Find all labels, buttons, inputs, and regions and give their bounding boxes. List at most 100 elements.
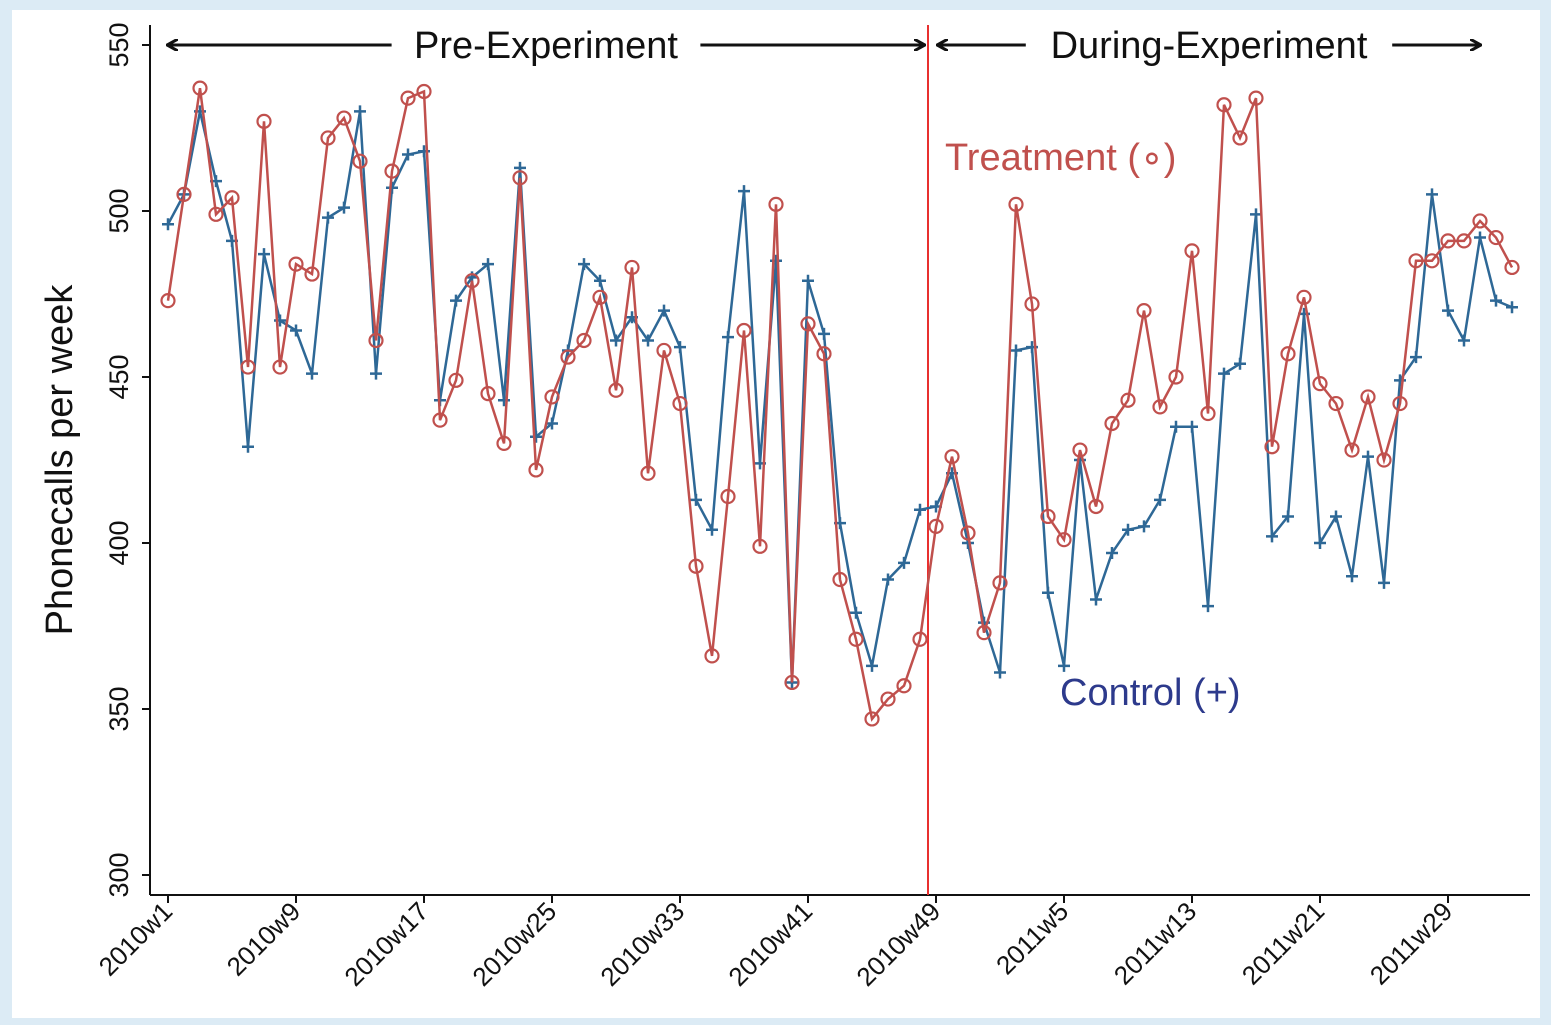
marker <box>1456 233 1472 249</box>
marker <box>944 449 960 465</box>
y-tick-label: 500 <box>104 188 134 233</box>
marker <box>176 186 192 202</box>
marker <box>336 110 352 126</box>
marker <box>672 395 688 412</box>
marker <box>1410 351 1422 364</box>
marker <box>850 606 862 619</box>
marker <box>642 334 654 347</box>
marker <box>1250 208 1262 221</box>
marker <box>208 206 224 222</box>
marker <box>768 196 784 212</box>
marker <box>1328 395 1344 412</box>
marker <box>818 327 830 340</box>
marker <box>1186 420 1198 433</box>
marker <box>1024 296 1040 312</box>
marker <box>402 148 414 161</box>
marker <box>640 465 656 481</box>
marker <box>738 185 750 198</box>
marker <box>1042 586 1054 599</box>
marker <box>306 367 318 380</box>
marker <box>1458 334 1470 347</box>
marker <box>448 372 464 388</box>
marker <box>976 625 992 641</box>
marker <box>960 525 976 541</box>
marker <box>1330 510 1342 523</box>
marker <box>368 332 384 349</box>
marker <box>370 367 382 380</box>
marker <box>1376 452 1392 468</box>
marker <box>1088 498 1104 515</box>
marker <box>304 266 320 282</box>
marker <box>992 575 1008 591</box>
marker <box>1248 90 1264 106</box>
marker <box>736 322 752 339</box>
marker <box>994 666 1006 679</box>
marker <box>1472 213 1488 229</box>
marker <box>338 201 350 214</box>
marker <box>512 170 528 186</box>
marker <box>752 538 768 554</box>
marker <box>720 488 736 505</box>
marker <box>1266 530 1278 543</box>
marker <box>1264 439 1280 455</box>
marker <box>242 440 254 453</box>
phase-label: During-Experiment <box>1051 25 1368 67</box>
marker <box>528 462 544 478</box>
marker <box>1072 442 1088 458</box>
marker <box>1488 229 1504 246</box>
marker <box>848 631 864 647</box>
y-tick-label: 350 <box>104 686 134 731</box>
y-tick-label: 450 <box>104 354 134 399</box>
marker <box>1170 420 1182 433</box>
y-tick-label: 300 <box>104 852 134 897</box>
marker <box>1090 593 1102 606</box>
marker <box>898 556 910 569</box>
marker <box>1202 600 1214 613</box>
marker <box>1104 415 1120 432</box>
marker <box>704 648 720 664</box>
marker <box>288 256 304 272</box>
marker <box>1506 301 1518 314</box>
marker <box>290 324 302 337</box>
marker <box>544 389 560 405</box>
marker <box>1040 508 1056 525</box>
marker <box>192 80 208 96</box>
marker <box>1282 510 1294 523</box>
marker <box>1394 374 1406 387</box>
marker <box>1008 196 1024 212</box>
marker <box>1424 253 1440 269</box>
series-line <box>166 87 1514 722</box>
marker <box>690 493 702 506</box>
marker <box>256 113 272 129</box>
marker <box>928 518 944 535</box>
marker <box>224 190 240 206</box>
marker <box>800 316 816 332</box>
marker <box>464 273 480 289</box>
y-tick-label: 550 <box>104 22 134 67</box>
y-axis-label: Phonecalls per week <box>39 284 81 636</box>
marker <box>560 349 576 365</box>
marker <box>416 83 432 100</box>
marker <box>322 211 334 224</box>
phase-label: Pre-Experiment <box>414 25 678 67</box>
marker <box>1442 304 1454 317</box>
marker <box>1152 399 1168 415</box>
chart-background <box>12 10 1540 1018</box>
marker <box>546 417 558 430</box>
marker <box>688 558 704 574</box>
marker <box>1426 188 1438 201</box>
marker <box>1360 389 1376 405</box>
series-label: Treatment (∘) <box>945 137 1176 179</box>
marker <box>1280 346 1296 362</box>
marker <box>400 90 416 106</box>
marker <box>1154 493 1166 506</box>
marker <box>578 258 590 271</box>
marker <box>1136 303 1152 319</box>
marker <box>1362 450 1374 463</box>
marker <box>592 289 608 305</box>
marker <box>352 153 368 169</box>
marker <box>1122 523 1134 536</box>
marker <box>160 293 176 309</box>
marker <box>1408 253 1424 269</box>
